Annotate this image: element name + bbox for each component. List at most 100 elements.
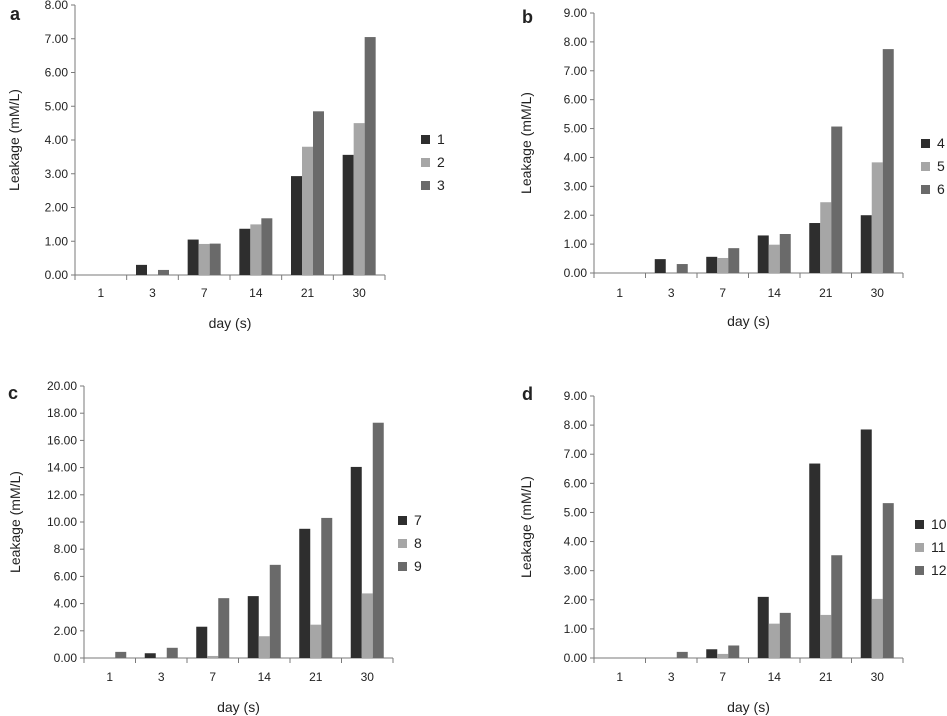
bar-series-8-day-7	[207, 655, 219, 658]
legend-label: 1	[437, 131, 445, 147]
bar-series-2-day-14	[250, 224, 262, 275]
y-tick-label: 4.00	[564, 150, 588, 164]
x-tick-label: 21	[309, 670, 323, 684]
legend-swatch	[921, 162, 930, 171]
y-tick-label: 9.00	[564, 6, 588, 20]
y-tick-label: 4.00	[54, 597, 78, 611]
x-tick-label: 7	[209, 670, 216, 684]
bar-series-7-day-21	[299, 528, 311, 658]
bar-series-8-day-14	[258, 636, 270, 658]
x-axis-title: day (s)	[209, 315, 252, 331]
legend-label: 5	[937, 158, 945, 174]
bar-series-7-day-7	[196, 626, 208, 658]
y-tick-label: 8.00	[564, 35, 588, 49]
legend-swatch	[921, 139, 930, 148]
y-tick-label: 1.00	[564, 237, 588, 251]
bar-series-6-day-14	[779, 234, 791, 273]
y-tick-label: 5.00	[564, 505, 588, 519]
y-tick-label: 5.00	[564, 122, 588, 136]
legend-label: 6	[937, 181, 945, 197]
bar-series-12-day-3	[676, 651, 688, 658]
y-tick-label: 0.00	[564, 651, 588, 665]
chart-panel-d: d 0.00 1.00 2.00 3.00 4.00 5.00 6.00 7.00 8.00 9.0…	[518, 384, 947, 715]
y-tick-label: 3.00	[45, 167, 69, 181]
bar-series-5-day-14	[768, 244, 780, 273]
y-tick-label: 8.00	[45, 0, 69, 12]
x-tick-label: 1	[106, 670, 113, 684]
y-tick-label: 18.00	[47, 406, 77, 420]
y-tick-label: 2.00	[564, 208, 588, 222]
bar-series-6-day-7	[728, 248, 740, 273]
x-tick-label: 14	[768, 670, 782, 684]
legend-label: 12	[931, 562, 947, 578]
y-tick-label: 1.00	[564, 622, 588, 636]
bar-series-4-day-30	[860, 215, 872, 273]
legend-swatch	[398, 562, 407, 571]
y-tick-label: 0.00	[45, 268, 69, 282]
y-tick-label: 6.00	[54, 569, 78, 583]
x-tick-label: 3	[158, 670, 165, 684]
legend: 4 5 6	[921, 135, 945, 197]
x-tick-label: 14	[249, 286, 263, 300]
x-tick-label: 30	[871, 670, 885, 684]
legend-swatch	[421, 181, 430, 190]
bar-series-12-day-14	[779, 612, 791, 658]
y-tick-label: 10.00	[47, 515, 77, 529]
panel-label: c	[8, 383, 18, 403]
y-tick-label: 7.00	[564, 64, 588, 78]
legend-label: 3	[437, 177, 445, 193]
bar-series-6-day-21	[831, 126, 843, 274]
bar-series-5-day-21	[820, 202, 832, 273]
bar-series-2-day-30	[353, 123, 365, 275]
y-tick-label: 12.00	[47, 488, 77, 502]
bar-series-1-day-21	[291, 176, 302, 275]
y-axis-title: Leakage (mM/L)	[518, 476, 534, 578]
legend-swatch	[398, 539, 407, 548]
panel-label: d	[522, 384, 533, 404]
bar-series-10-day-21	[809, 463, 821, 658]
y-tick-label: 6.00	[564, 476, 588, 490]
bar-series-7-day-3	[144, 653, 156, 658]
y-tick-label: 2.00	[54, 624, 78, 638]
bar-series-4-day-3	[654, 259, 666, 273]
legend-swatch	[398, 516, 407, 525]
chart-panel-c: c 0.00 2.00 4.00 6.00 8.00 10.00 12.00 14.00 16.0…	[7, 379, 422, 715]
x-tick-label: 14	[258, 670, 272, 684]
bar-series-1-day-14	[239, 228, 251, 275]
y-tick-label: 9.00	[564, 389, 588, 403]
x-tick-label: 1	[97, 286, 104, 300]
x-tick-label: 14	[768, 286, 782, 300]
bar-series-9-day-30	[372, 422, 384, 658]
bar-series-12-day-21	[831, 555, 843, 658]
legend-swatch	[421, 135, 430, 144]
bar-series-3-day-30	[364, 37, 376, 275]
legend-swatch	[421, 158, 430, 167]
x-axis-title: day (s)	[727, 313, 770, 329]
legend-label: 4	[937, 135, 945, 151]
bar-series-6-day-3	[676, 264, 688, 273]
legend-label: 7	[414, 512, 422, 528]
bar-series-3-day-14	[261, 218, 273, 275]
legend-label: 9	[414, 558, 422, 574]
y-tick-label: 3.00	[564, 179, 588, 193]
x-tick-label: 1	[616, 286, 623, 300]
x-tick-label: 21	[819, 286, 833, 300]
legend-swatch	[915, 566, 924, 575]
bar-series-5-day-7	[717, 257, 729, 273]
bar-series-1-day-3	[136, 264, 147, 275]
bar-series-10-day-30	[860, 429, 872, 658]
x-tick-label: 30	[361, 670, 375, 684]
bar-series-9-day-1	[115, 651, 127, 658]
y-tick-label: 1.00	[45, 234, 69, 248]
bar-series-8-day-21	[310, 624, 322, 658]
y-tick-label: 4.00	[564, 535, 588, 549]
x-tick-label: 7	[719, 670, 726, 684]
legend-swatch	[915, 543, 924, 552]
y-tick-label: 16.00	[47, 433, 77, 447]
x-tick-label: 30	[352, 286, 366, 300]
legend: 1 2 3	[421, 131, 445, 193]
y-tick-label: 5.00	[45, 99, 69, 113]
x-tick-label: 21	[301, 286, 315, 300]
bar-series-9-day-3	[166, 647, 178, 658]
x-tick-label: 7	[719, 286, 726, 300]
